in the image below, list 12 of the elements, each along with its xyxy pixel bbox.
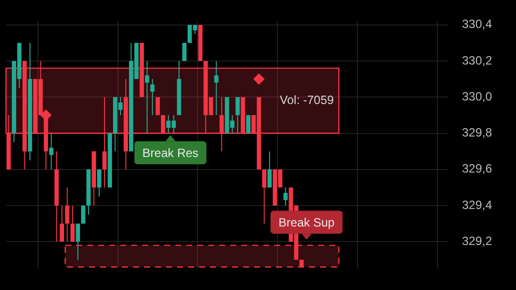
candlestick — [144, 60, 150, 134]
y-tick-label: 329,2 — [462, 234, 492, 248]
annotation: Break Res — [142, 146, 198, 160]
candlestick — [214, 60, 218, 116]
annotation: Break Sup — [278, 216, 335, 230]
y-tick-label: 329,4 — [462, 198, 492, 212]
band-label: Vol: -7059 — [280, 93, 334, 108]
y-tick-label: 330,4 — [462, 17, 492, 32]
y-tick-label: 329,6 — [462, 162, 492, 176]
y-tick-label: 330,0 — [462, 89, 492, 104]
y-tick-label: 330,2 — [462, 53, 492, 68]
y-tick-label: 329,8 — [462, 126, 492, 140]
